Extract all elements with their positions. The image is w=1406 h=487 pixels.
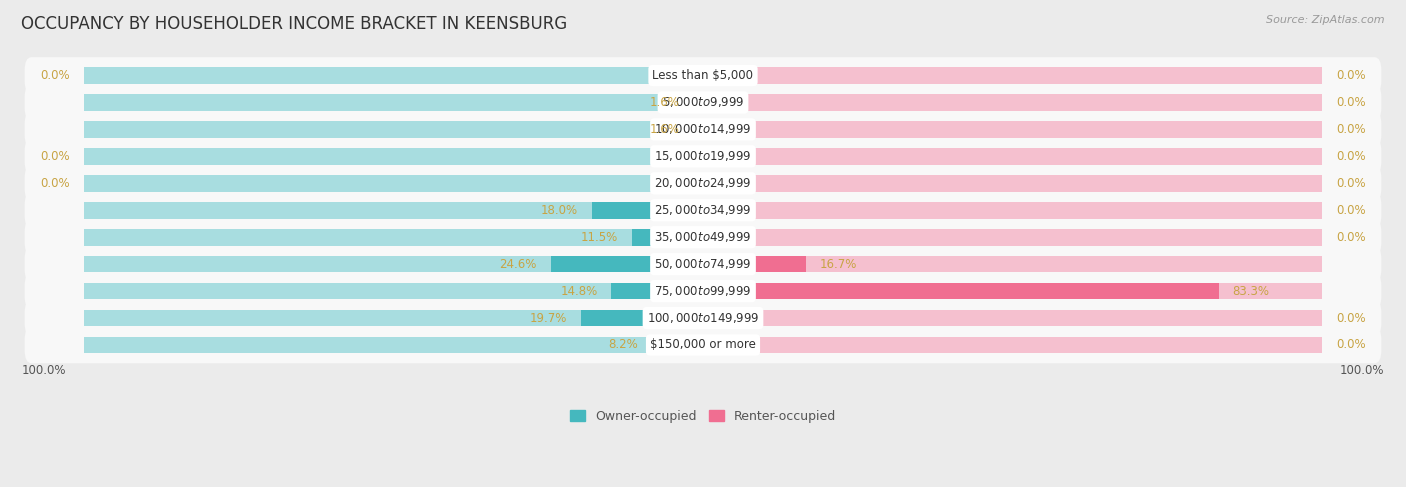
Text: 0.0%: 0.0% bbox=[1336, 96, 1365, 109]
Text: 0.0%: 0.0% bbox=[1336, 150, 1365, 163]
Text: Source: ZipAtlas.com: Source: ZipAtlas.com bbox=[1267, 15, 1385, 25]
Text: 100.0%: 100.0% bbox=[22, 364, 66, 377]
Text: $25,000 to $34,999: $25,000 to $34,999 bbox=[654, 203, 752, 217]
Bar bbox=[84, 337, 703, 354]
Bar bbox=[703, 256, 1322, 273]
Text: $20,000 to $24,999: $20,000 to $24,999 bbox=[654, 176, 752, 190]
Text: 0.0%: 0.0% bbox=[1336, 338, 1365, 352]
Bar bbox=[703, 283, 1322, 300]
Text: 100.0%: 100.0% bbox=[1340, 364, 1384, 377]
Text: OCCUPANCY BY HOUSEHOLDER INCOME BRACKET IN KEENSBURG: OCCUPANCY BY HOUSEHOLDER INCOME BRACKET … bbox=[21, 15, 568, 33]
Text: 0.0%: 0.0% bbox=[41, 177, 70, 190]
FancyBboxPatch shape bbox=[25, 165, 1381, 202]
Text: 0.0%: 0.0% bbox=[1336, 177, 1365, 190]
Text: 8.2%: 8.2% bbox=[609, 338, 638, 352]
FancyBboxPatch shape bbox=[25, 138, 1381, 175]
Bar bbox=[703, 175, 1322, 192]
Text: Less than $5,000: Less than $5,000 bbox=[652, 69, 754, 82]
Bar bbox=[84, 121, 703, 138]
Bar bbox=[652, 337, 703, 354]
Bar bbox=[84, 310, 703, 326]
Text: 1.6%: 1.6% bbox=[650, 96, 679, 109]
FancyBboxPatch shape bbox=[25, 273, 1381, 309]
Bar bbox=[703, 229, 1322, 245]
Text: 1.6%: 1.6% bbox=[650, 123, 679, 136]
Bar bbox=[612, 283, 703, 300]
Text: $5,000 to $9,999: $5,000 to $9,999 bbox=[662, 95, 744, 110]
Text: $35,000 to $49,999: $35,000 to $49,999 bbox=[654, 230, 752, 244]
Text: 11.5%: 11.5% bbox=[581, 231, 619, 244]
FancyBboxPatch shape bbox=[25, 246, 1381, 282]
Bar bbox=[551, 256, 703, 273]
Bar bbox=[592, 202, 703, 219]
FancyBboxPatch shape bbox=[25, 300, 1381, 337]
Text: $10,000 to $14,999: $10,000 to $14,999 bbox=[654, 122, 752, 136]
Bar bbox=[703, 283, 1219, 300]
Bar bbox=[703, 67, 1322, 84]
Bar bbox=[631, 229, 703, 245]
Text: 0.0%: 0.0% bbox=[1336, 123, 1365, 136]
Bar bbox=[703, 256, 807, 273]
Text: 0.0%: 0.0% bbox=[1336, 69, 1365, 82]
Text: 0.0%: 0.0% bbox=[1336, 312, 1365, 324]
Bar bbox=[703, 148, 1322, 165]
Text: $150,000 or more: $150,000 or more bbox=[650, 338, 756, 352]
Bar bbox=[84, 229, 703, 245]
Text: 18.0%: 18.0% bbox=[541, 204, 578, 217]
Bar bbox=[703, 337, 1322, 354]
Bar bbox=[703, 202, 1322, 219]
FancyBboxPatch shape bbox=[25, 327, 1381, 363]
Bar bbox=[84, 202, 703, 219]
Text: 0.0%: 0.0% bbox=[41, 69, 70, 82]
Bar bbox=[581, 310, 703, 326]
Bar bbox=[84, 256, 703, 273]
FancyBboxPatch shape bbox=[25, 57, 1381, 94]
Text: 0.0%: 0.0% bbox=[1336, 231, 1365, 244]
Text: 0.0%: 0.0% bbox=[1336, 204, 1365, 217]
Text: 24.6%: 24.6% bbox=[499, 258, 537, 271]
Bar bbox=[84, 94, 703, 111]
Text: 83.3%: 83.3% bbox=[1233, 284, 1270, 298]
Bar bbox=[703, 310, 1322, 326]
Legend: Owner-occupied, Renter-occupied: Owner-occupied, Renter-occupied bbox=[564, 404, 842, 429]
Text: $50,000 to $74,999: $50,000 to $74,999 bbox=[654, 257, 752, 271]
FancyBboxPatch shape bbox=[25, 84, 1381, 121]
Bar bbox=[703, 94, 1322, 111]
Bar bbox=[693, 94, 703, 111]
Bar bbox=[84, 148, 703, 165]
Text: 0.0%: 0.0% bbox=[41, 150, 70, 163]
FancyBboxPatch shape bbox=[25, 219, 1381, 256]
FancyBboxPatch shape bbox=[25, 192, 1381, 228]
Bar bbox=[693, 121, 703, 138]
Text: 19.7%: 19.7% bbox=[530, 312, 567, 324]
Text: 16.7%: 16.7% bbox=[820, 258, 858, 271]
Bar bbox=[703, 121, 1322, 138]
Text: $75,000 to $99,999: $75,000 to $99,999 bbox=[654, 284, 752, 298]
Text: $100,000 to $149,999: $100,000 to $149,999 bbox=[647, 311, 759, 325]
Bar bbox=[84, 67, 703, 84]
Bar bbox=[84, 283, 703, 300]
Text: 14.8%: 14.8% bbox=[561, 284, 598, 298]
FancyBboxPatch shape bbox=[25, 111, 1381, 148]
Bar bbox=[84, 175, 703, 192]
Text: $15,000 to $19,999: $15,000 to $19,999 bbox=[654, 150, 752, 163]
